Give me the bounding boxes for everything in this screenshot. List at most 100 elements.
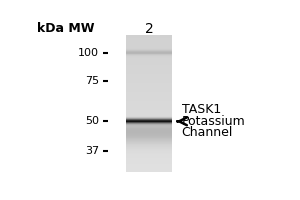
Bar <box>126 54 172 55</box>
Bar <box>126 74 172 75</box>
Bar <box>126 163 172 164</box>
Bar <box>126 116 172 117</box>
Text: kDa MW: kDa MW <box>37 22 94 35</box>
Bar <box>126 104 172 105</box>
Bar <box>126 105 172 106</box>
Bar <box>126 53 172 54</box>
Bar <box>126 153 172 154</box>
Bar <box>126 118 172 119</box>
Bar <box>126 53 172 54</box>
Bar <box>126 142 172 143</box>
Bar <box>126 141 172 142</box>
Bar <box>126 107 172 108</box>
Bar <box>126 83 172 84</box>
Bar <box>126 123 172 124</box>
Bar <box>126 161 172 162</box>
Bar <box>126 70 172 71</box>
Bar <box>126 85 172 86</box>
Bar <box>126 156 172 157</box>
Bar <box>126 68 172 69</box>
Bar <box>126 169 172 170</box>
Bar <box>126 144 172 145</box>
Bar <box>126 57 172 58</box>
Bar <box>126 139 172 140</box>
Bar <box>126 80 172 81</box>
Bar <box>126 52 172 53</box>
Bar <box>126 168 172 169</box>
Bar <box>126 130 172 131</box>
Bar <box>126 68 172 69</box>
Bar <box>126 64 172 65</box>
Bar <box>126 149 172 150</box>
Bar <box>126 43 172 44</box>
Bar <box>126 117 172 118</box>
Bar <box>126 97 172 98</box>
Bar <box>126 126 172 127</box>
Bar <box>126 47 172 48</box>
Bar <box>126 114 172 115</box>
Bar <box>126 131 172 132</box>
Bar <box>126 78 172 79</box>
Bar <box>126 90 172 91</box>
Bar <box>126 171 172 172</box>
Bar <box>126 110 172 111</box>
Bar <box>126 133 172 134</box>
Bar <box>126 86 172 87</box>
Bar <box>126 71 172 72</box>
Bar <box>126 59 172 60</box>
Bar <box>126 63 172 64</box>
Bar <box>126 124 172 125</box>
Bar <box>126 159 172 160</box>
Bar <box>126 158 172 159</box>
Bar <box>126 41 172 42</box>
Bar <box>126 136 172 137</box>
Bar <box>126 106 172 107</box>
Bar <box>126 37 172 38</box>
Bar <box>126 158 172 159</box>
Bar <box>126 152 172 153</box>
Bar <box>126 82 172 83</box>
Bar <box>126 57 172 58</box>
Bar <box>126 78 172 79</box>
Bar <box>126 87 172 88</box>
Bar <box>126 79 172 80</box>
Bar <box>126 58 172 59</box>
Bar <box>126 121 172 122</box>
Text: 50: 50 <box>85 116 99 126</box>
Bar <box>126 88 172 89</box>
Bar <box>126 170 172 171</box>
Bar <box>126 153 172 154</box>
Bar <box>126 142 172 143</box>
Bar <box>126 73 172 74</box>
Bar <box>126 56 172 57</box>
Bar <box>126 163 172 164</box>
Bar <box>126 134 172 135</box>
Bar <box>126 69 172 70</box>
Bar <box>126 164 172 165</box>
Bar <box>126 101 172 102</box>
Bar <box>126 90 172 91</box>
Bar <box>126 119 172 120</box>
Bar <box>126 38 172 39</box>
Bar <box>126 113 172 114</box>
Bar <box>126 49 172 50</box>
Bar <box>126 169 172 170</box>
Bar <box>126 63 172 64</box>
Bar <box>126 67 172 68</box>
Bar <box>126 132 172 133</box>
Bar <box>126 94 172 95</box>
Bar <box>126 36 172 37</box>
Bar <box>126 115 172 116</box>
Bar <box>126 39 172 40</box>
Bar <box>126 165 172 166</box>
Bar <box>126 51 172 52</box>
Bar <box>126 154 172 155</box>
Bar <box>126 84 172 85</box>
Bar <box>126 120 172 121</box>
Bar <box>126 160 172 161</box>
Text: 100: 100 <box>78 48 99 58</box>
Bar <box>126 111 172 112</box>
Bar <box>126 167 172 168</box>
Text: Channel: Channel <box>182 126 233 139</box>
Bar <box>126 148 172 149</box>
